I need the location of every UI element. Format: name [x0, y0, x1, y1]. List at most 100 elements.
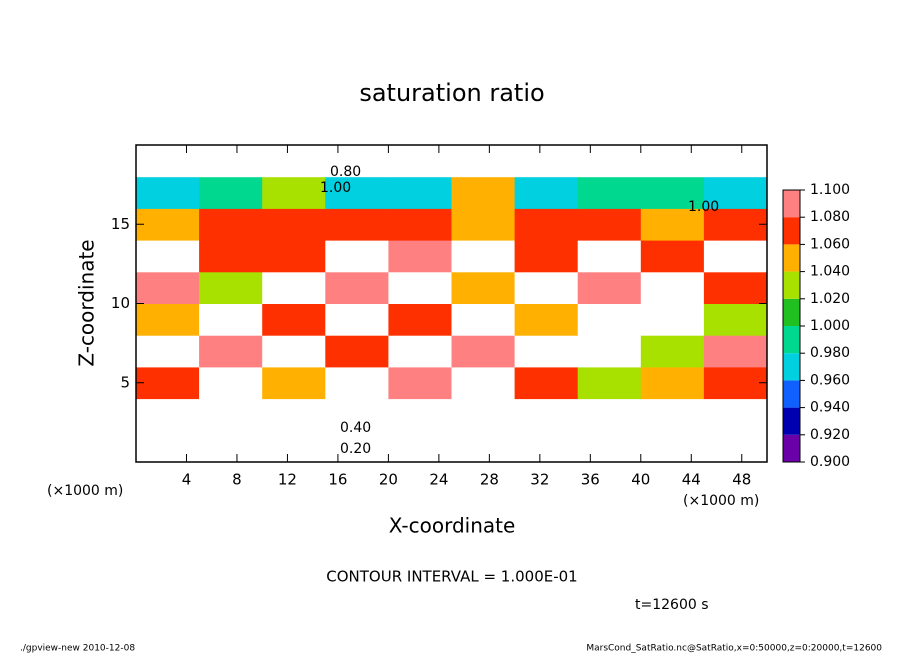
cell: [199, 303, 263, 336]
cell: [451, 145, 516, 178]
footer-left: ./gpview-new 2010-12-08: [20, 644, 135, 654]
cell: [514, 398, 579, 431]
cell: [388, 303, 452, 336]
cell: [703, 176, 768, 209]
cell: [577, 240, 642, 273]
cell: [577, 335, 642, 368]
cell: [388, 208, 452, 241]
cell: [451, 398, 516, 431]
cell: [388, 176, 452, 209]
colorbar-band: [783, 434, 800, 462]
x-tick-label: 36: [581, 471, 600, 489]
cell: [262, 366, 326, 400]
contour-label: 0.40: [340, 420, 371, 436]
x-tick-label: 16: [328, 471, 347, 489]
x-tick-label: 8: [232, 471, 242, 489]
cell: [136, 176, 200, 209]
time-label: t=12600 s: [635, 597, 709, 613]
colorbar-label: 0.960: [810, 372, 850, 388]
x-tick-label: 24: [429, 471, 448, 489]
cell: [325, 430, 389, 463]
colorbar-band: [783, 244, 800, 272]
colorbar-label: 1.100: [810, 182, 850, 198]
x-tick-label: 44: [682, 471, 701, 489]
cell: [199, 145, 263, 178]
cell: [262, 271, 326, 304]
cell: [199, 240, 263, 273]
cell: [136, 335, 200, 368]
cell: [451, 271, 516, 304]
y-axis-label: Z-coordinate: [75, 239, 99, 366]
x-tick-label: 48: [732, 471, 751, 489]
cell: [703, 271, 768, 304]
cell: [514, 430, 579, 463]
cell: [514, 240, 579, 273]
contour-label: 1.00: [688, 199, 719, 215]
cell: [640, 366, 705, 400]
cell: [640, 208, 705, 241]
x-tick-label: 32: [530, 471, 549, 489]
colorbar-band: [783, 217, 800, 245]
cell: [577, 366, 642, 400]
cell: [136, 271, 200, 304]
cell: [703, 335, 768, 368]
contour-interval: CONTOUR INTERVAL = 1.000E-01: [326, 568, 577, 586]
cell: [262, 430, 326, 463]
cell: [325, 271, 389, 304]
colorbar-label: 0.940: [810, 400, 850, 416]
y-tick-label: 5: [120, 373, 130, 391]
cell: [325, 240, 389, 273]
cell: [703, 430, 768, 463]
cell: [451, 366, 516, 400]
cell: [199, 208, 263, 241]
x-unit: (×1000 m): [47, 483, 123, 499]
cell: [451, 335, 516, 368]
colorbar-label: 0.980: [810, 345, 850, 361]
colorbar-band: [783, 298, 800, 326]
x-tick-label: 12: [278, 471, 297, 489]
cell: [703, 145, 768, 178]
colorbar-band: [783, 326, 800, 354]
cell: [577, 430, 642, 463]
cell: [703, 303, 768, 336]
cell: [514, 303, 579, 336]
cell: [388, 366, 452, 400]
cell: [262, 303, 326, 336]
cell: [640, 303, 705, 336]
cell: [640, 335, 705, 368]
cell: [262, 335, 326, 368]
cell: [514, 145, 579, 178]
cell: [136, 145, 200, 178]
colorbar-label: 1.040: [810, 264, 850, 280]
cell: [388, 145, 452, 178]
cell: [388, 240, 452, 273]
contour-label: 0.20: [340, 441, 371, 457]
cell: [136, 303, 200, 336]
overlay: 0.80 1.00 1.00 0.40 0.20: [320, 164, 719, 457]
cell: [388, 271, 452, 304]
contour-label: 0.80: [330, 164, 361, 180]
cell: [388, 398, 452, 431]
cell: [451, 176, 516, 209]
cell: [514, 208, 579, 241]
cell: [640, 271, 705, 304]
cell: [577, 398, 642, 431]
cell: [325, 303, 389, 336]
colorbar-band: [783, 353, 800, 381]
x-tick-label: 20: [379, 471, 398, 489]
cell: [451, 240, 516, 273]
colorbar-label: 0.900: [810, 454, 850, 470]
cell: [199, 271, 263, 304]
footer-right: MarsCond_SatRatio.nc@SatRatio,x=0:50000,…: [586, 644, 882, 654]
cell: [577, 303, 642, 336]
cell: [451, 208, 516, 241]
colorbar-label: 1.060: [810, 236, 850, 252]
cell: [577, 145, 642, 178]
y-tick-label: 10: [111, 294, 130, 312]
colorbar-label: 1.080: [810, 209, 850, 225]
cell: [514, 176, 579, 209]
y-tick-label: 15: [111, 215, 130, 233]
cell: [262, 240, 326, 273]
cell: [451, 303, 516, 336]
cell: [703, 366, 768, 400]
